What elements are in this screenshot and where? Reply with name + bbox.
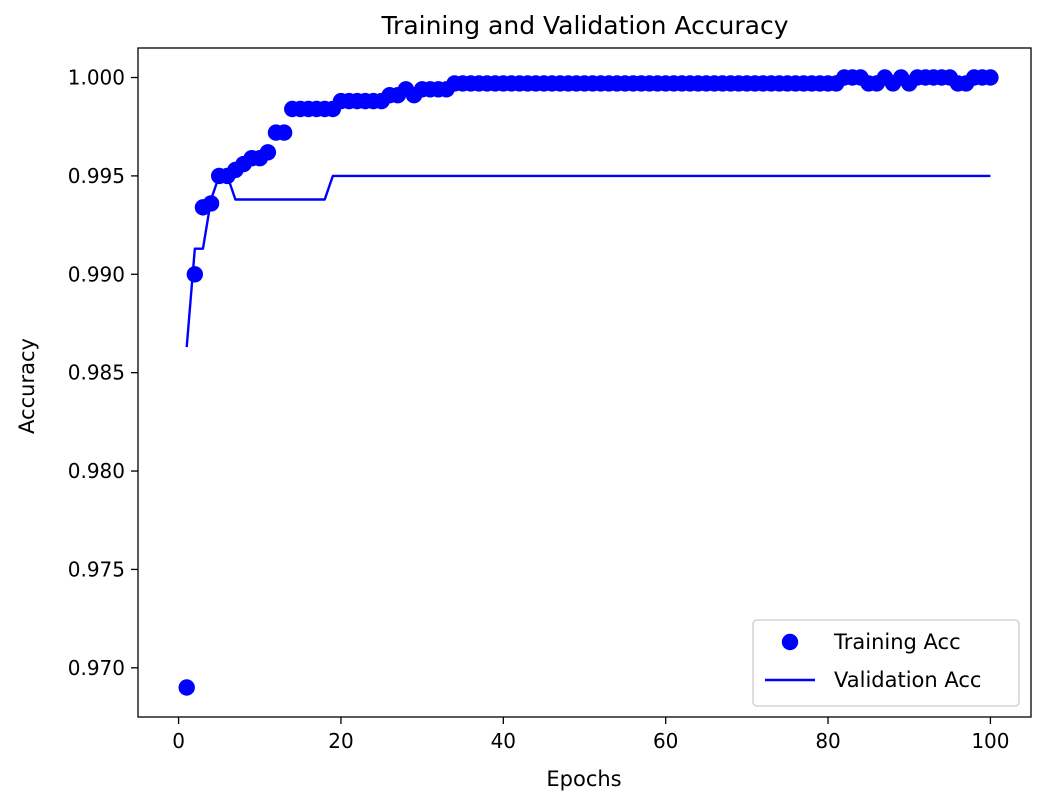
x-axis-label: Epochs — [546, 767, 621, 791]
y-tick-label: 1.000 — [68, 66, 125, 90]
y-tick-label: 0.975 — [68, 557, 125, 581]
data-point-training-acc — [982, 69, 999, 86]
data-point-training-acc — [186, 266, 204, 283]
plot-area: 0 20 40 60 80 100 0.970 0.975 0.980 0.985 0.990 0.9… — [68, 47, 1032, 753]
data-point-training-acc — [178, 679, 195, 696]
y-axis-label: Accuracy — [15, 338, 39, 434]
y-tick-label: 0.985 — [68, 361, 125, 385]
x-tick-label: 40 — [491, 729, 516, 753]
x-tick-label: 0 — [172, 729, 185, 753]
x-tick-label: 80 — [815, 729, 840, 753]
legend-label-validation-acc: Validation Acc — [834, 668, 981, 692]
legend: Training Acc Validation Acc — [752, 619, 1020, 707]
x-tick-label: 100 — [971, 729, 1009, 753]
legend-label-training-acc: Training Acc — [833, 630, 961, 654]
legend-swatch-training-acc — [781, 633, 799, 651]
x-tick-label: 60 — [653, 729, 678, 753]
y-tick-label: 0.995 — [68, 164, 125, 188]
chart-title: Training and Validation Accuracy — [380, 11, 788, 40]
x-tick-label: 20 — [328, 729, 353, 753]
y-tick-label: 0.980 — [68, 459, 125, 483]
data-point-training-acc — [275, 124, 293, 141]
plot-frame — [137, 47, 1032, 718]
data-point-training-acc — [259, 144, 277, 161]
series-group — [178, 69, 999, 696]
y-tick-label: 0.990 — [68, 262, 125, 286]
series-line-validation-acc — [185, 174, 991, 348]
legend-box — [752, 619, 1020, 707]
y-tick-label: 0.970 — [68, 656, 125, 680]
